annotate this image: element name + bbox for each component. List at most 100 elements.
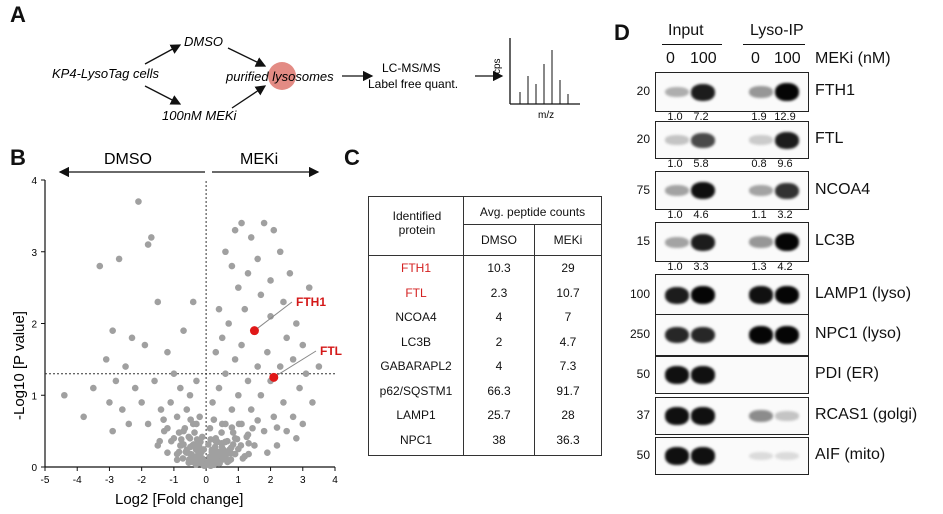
volcano-point xyxy=(181,424,189,432)
volcano-point xyxy=(280,399,287,406)
protein-label: FTH1 xyxy=(815,82,855,99)
volcano-left-label: DMSO xyxy=(104,151,152,168)
blot-ftl xyxy=(655,121,809,159)
volcano-point xyxy=(244,377,252,385)
volcano-point xyxy=(283,427,290,435)
blot-band xyxy=(665,447,689,465)
volcano-point xyxy=(211,449,219,457)
volcano-point xyxy=(286,269,294,277)
table-cell-meki: 7.3 xyxy=(559,359,577,373)
y-tick-label: 3 xyxy=(31,248,37,259)
volcano-point xyxy=(267,277,274,284)
protein-label: LAMP1 (lyso) xyxy=(815,285,912,302)
molecular-weight-marker: 20 xyxy=(636,132,650,146)
volcano-point xyxy=(138,399,145,406)
volcano-point xyxy=(168,437,175,445)
volcano-point xyxy=(183,446,191,454)
blot-band xyxy=(775,451,799,461)
volcano-point xyxy=(238,219,245,227)
molecular-weight-marker: 50 xyxy=(636,448,650,462)
volcano-point xyxy=(131,384,139,392)
quantification-value: 3.3 xyxy=(693,261,709,273)
table-cell-meki: 7 xyxy=(564,310,572,324)
volcano-point xyxy=(109,427,116,435)
lane-label-1: 0 xyxy=(666,50,675,67)
volcano-point xyxy=(239,455,247,462)
volcano-point xyxy=(212,437,220,445)
volcano-point xyxy=(222,248,229,256)
quantification-value: 9.6 xyxy=(777,158,793,170)
quantification-value: 5.8 xyxy=(693,158,709,170)
volcano-point xyxy=(195,437,202,445)
molecular-weight-marker: 100 xyxy=(629,287,650,301)
volcano-point xyxy=(228,406,236,413)
table-cell-dmso: 4 xyxy=(495,359,503,373)
volcano-point xyxy=(270,413,278,421)
volcano-point xyxy=(280,298,287,306)
panel-label-d: D xyxy=(614,20,630,45)
quantification-value: 1.3 xyxy=(751,261,767,273)
volcano-point xyxy=(186,391,194,399)
table-cell-dmso: 4 xyxy=(495,310,503,324)
blot-band xyxy=(775,326,799,344)
quantification-value: 3.2 xyxy=(777,209,793,221)
blot-band xyxy=(665,326,689,344)
volcano-point xyxy=(264,449,271,456)
blot-band xyxy=(665,236,689,248)
volcano-point xyxy=(218,440,225,447)
lcms-label-2: Label free quant. xyxy=(368,77,458,91)
volcano-y-label: -Log10 [P value] xyxy=(11,311,28,420)
volcano-point xyxy=(237,442,245,449)
table-cell-dmso: 2 xyxy=(495,334,503,349)
volcano-point xyxy=(200,446,208,453)
table-header-meki: MEKi xyxy=(553,233,583,247)
volcano-point xyxy=(305,284,313,291)
molecular-weight-marker: 50 xyxy=(636,367,650,381)
volcano-point xyxy=(191,429,198,436)
blot-aif xyxy=(655,437,809,475)
table-header-dmso: DMSO xyxy=(481,233,517,247)
lcms-label-1: LC-MS/MS xyxy=(382,61,441,75)
x-tick-label: -3 xyxy=(105,475,114,486)
molecular-weight-marker: 75 xyxy=(636,182,650,197)
concentration-label: MEKi (nM) xyxy=(815,50,891,67)
volcano-point xyxy=(299,420,307,428)
lysoip-header: Lyso-IP xyxy=(750,22,804,39)
volcano-point xyxy=(196,413,203,421)
volcano-point xyxy=(173,456,181,464)
quantification-value: 1.9 xyxy=(751,111,767,123)
volcano-point xyxy=(96,262,104,270)
volcano-point xyxy=(254,363,261,370)
volcano-point xyxy=(61,391,68,399)
volcano-point xyxy=(293,435,300,442)
highlight-label-ftl: FTL xyxy=(320,344,342,358)
volcano-point xyxy=(90,384,97,392)
volcano-point xyxy=(164,424,171,432)
volcano-point xyxy=(283,334,290,342)
volcano-point xyxy=(235,420,243,428)
blot-band xyxy=(749,326,773,344)
volcano-point xyxy=(309,399,316,406)
table-header-protein: Identified protein xyxy=(392,209,442,237)
lane-label-2: 100 xyxy=(690,50,717,67)
volcano-point xyxy=(106,399,113,406)
volcano-point xyxy=(183,406,191,413)
blot-lamp1 xyxy=(655,274,809,316)
volcano-point xyxy=(238,341,245,349)
volcano-point xyxy=(289,356,297,363)
volcano-point xyxy=(231,356,239,363)
volcano-point xyxy=(80,413,87,421)
volcano-point xyxy=(315,363,323,370)
volcano-point xyxy=(245,440,252,447)
volcano-point xyxy=(215,384,223,392)
meki-label: 100nM MEKi xyxy=(162,108,238,123)
y-tick-label: 1 xyxy=(31,391,37,402)
blot-band xyxy=(749,86,773,98)
volcano-point xyxy=(215,305,223,313)
protein-label: FTL xyxy=(815,130,844,147)
blot-band xyxy=(749,286,773,304)
table-cell-protein: GABARAPL2 xyxy=(380,359,452,373)
volcano-point xyxy=(207,436,214,443)
table-header-group: Avg. peptide counts xyxy=(479,205,586,219)
molecular-weight-marker: 37 xyxy=(636,408,650,422)
